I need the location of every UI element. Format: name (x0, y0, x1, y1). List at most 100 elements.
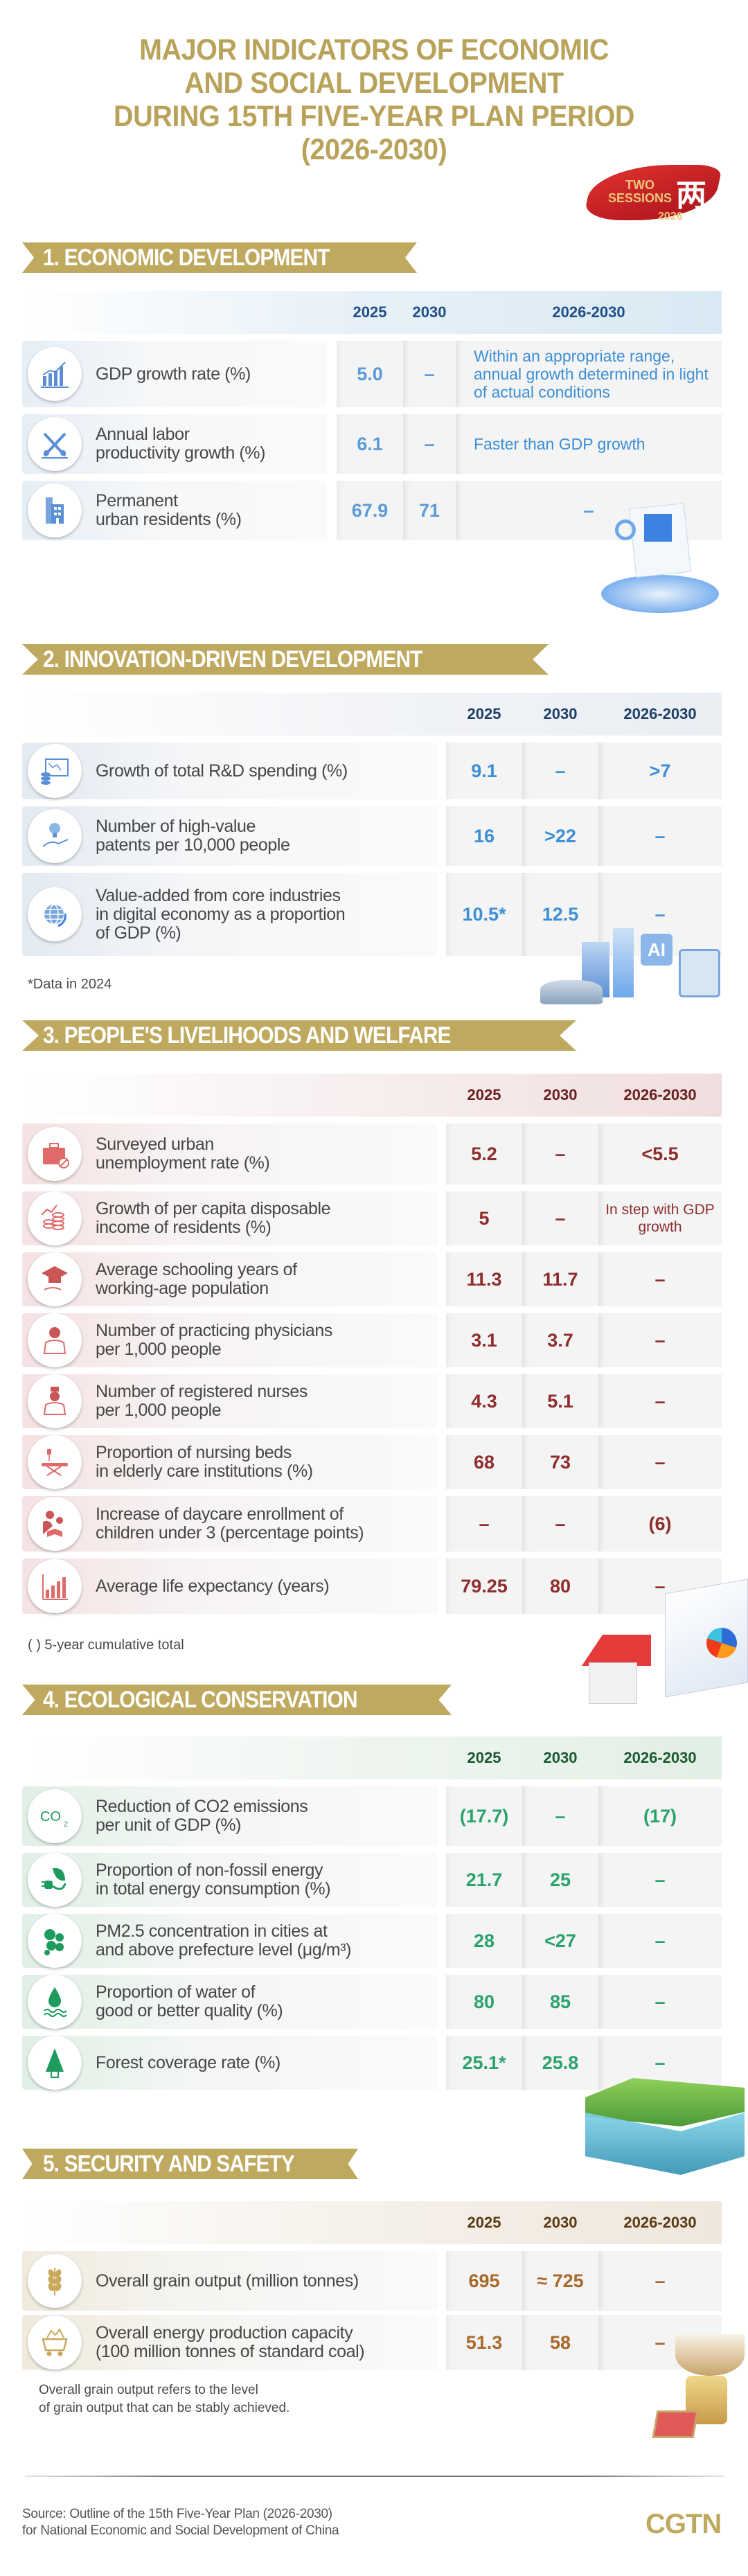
tree-icon (28, 2036, 82, 2090)
title-line-3: DURING 15TH FIVE-YEAR PLAN PERIOD (114, 100, 634, 133)
value-2030: 11.7 (522, 1252, 598, 1306)
indicator-label: Proportion of non-fossil energy in total … (96, 1861, 331, 1899)
indicator-label-line: (100 million tonnes of standard coal) (96, 2342, 365, 2361)
value-2025: 25.1* (446, 2036, 522, 2090)
plug-leaf-icon (28, 1853, 82, 1907)
globe-arrow-icon (28, 887, 82, 941)
row-bg (22, 1853, 438, 1907)
indicator-label-line: Growth of per capita disposable (96, 1199, 331, 1218)
table-row: Number of practicing physicians per 1,000… (22, 1313, 722, 1367)
indicator-label: Number of practicing physicians per 1,000… (96, 1322, 332, 1359)
nurse-icon (28, 1374, 82, 1428)
row-bg (22, 2251, 438, 2311)
table-row: PM2.5 concentration in cities at and abov… (22, 1914, 722, 1968)
value-2025: 51.3 (446, 2315, 522, 2370)
value-2030: – (522, 743, 598, 799)
indicator-label-line: Proportion of water of (96, 1982, 256, 2002)
indicator-label: Annual labor productivity growth (%) (96, 425, 265, 463)
row-label: PM2.5 concentration in cities at and abov… (22, 1914, 351, 1968)
value-2026-2030: – (598, 2251, 722, 2311)
row-label: GDP growth rate (%) (22, 341, 251, 407)
section-heading-text: 3. PEOPLE'S LIVELIHOODS AND WELFARE (43, 1022, 452, 1049)
indicator-label: Forest coverage rate (%) (96, 2052, 280, 2072)
table-row: Proportion of nursing beds in elderly car… (22, 1435, 722, 1489)
column-header-2030: 2030 (543, 1086, 578, 1103)
value-2025: 9.1 (446, 743, 522, 799)
table-row: Overall grain output (million tonnes) 69… (22, 2251, 722, 2311)
table-row: Value-added from core industries in digit… (22, 873, 722, 956)
value-2025: 21.7 (446, 1853, 522, 1907)
value-2025: – (446, 1496, 522, 1552)
table-header: 2025 2030 2026-2030 (22, 1074, 722, 1117)
source-line: Source: Outline of the 15th Five-Year Pl… (22, 2507, 332, 2521)
indicator-label-line: Number of high-value (96, 817, 256, 836)
indicator-label: Reduction of CO2 emissions per unit of GD… (96, 1797, 308, 1835)
value-2025: 3.1 (446, 1313, 522, 1367)
section-heading-text: 2. INNOVATION-DRIVEN DEVELOPMENT (43, 646, 422, 673)
indicator-label-line: per 1,000 people (96, 1401, 222, 1420)
row-label: Proportion of nursing beds in elderly car… (22, 1435, 313, 1489)
indicator-label-line: patents per 10,000 people (96, 835, 290, 855)
value-2025: (17.7) (446, 1786, 522, 1846)
row-bg (22, 1975, 438, 2029)
section-heading-livelihoods: 3. PEOPLE'S LIVELIHOODS AND WELFARE (22, 1020, 576, 1051)
row-label: Number of practicing physicians per 1,000… (22, 1313, 332, 1367)
indicator-label: Growth of per capita disposable income of… (96, 1199, 331, 1237)
table-row: Number of registered nurses per 1,000 peo… (22, 1374, 722, 1428)
indicator-label-line: urban residents (%) (96, 510, 242, 529)
table-row: CO 2 Reduction of CO2 emissions per unit o… (22, 1786, 722, 1846)
indicator-label-line: Number of registered nurses (96, 1382, 308, 1401)
row-label: Proportion of non-fossil energy in total … (22, 1853, 331, 1907)
ecosystem-illustration (578, 2071, 748, 2182)
row-bg (22, 1496, 438, 1552)
indicator-label: Proportion of nursing beds in elderly car… (96, 1444, 313, 1481)
indicator-label: Number of registered nurses per 1,000 peo… (96, 1383, 308, 1420)
value-2025: 5.0 (337, 341, 403, 407)
indicator-label-line: income of residents (%) (96, 1218, 271, 1237)
section-heading-security: 5. SECURITY AND SAFETY (22, 2149, 358, 2179)
indicator-label-line: of GDP (%) (96, 923, 181, 943)
section-heading-innovation: 2. INNOVATION-DRIVEN DEVELOPMENT (22, 644, 549, 675)
title-line-4: (2026-2030) (301, 133, 447, 166)
page-title: MAJOR INDICATORS OF ECONOMIC AND SOCIAL … (0, 33, 748, 166)
header-bg (22, 291, 722, 334)
section-heading-ecological: 4. ECOLOGICAL CONSERVATION (22, 1685, 452, 1715)
value-2025: 67.9 (337, 481, 403, 540)
row-label: Proportion of water of good or better qua… (22, 1975, 283, 2029)
footnote-line: Overall grain output refers to the level (39, 2383, 258, 2397)
table-row: Number of high-value patents per 10,000 p… (22, 806, 722, 866)
value-2025: 5.2 (446, 1123, 522, 1184)
indicator-label-line: Permanent (96, 491, 178, 510)
badge-text: TWO SESSIONS (608, 179, 672, 205)
indicator-label: Value-added from core industries in digit… (96, 885, 346, 943)
particles-icon (28, 1914, 82, 1968)
value-2030: – (522, 1123, 598, 1184)
row-label: Forest coverage rate (%) (22, 2036, 280, 2090)
doctor-icon (28, 1313, 82, 1367)
column-header-2026-2030: 2026-2030 (623, 1749, 697, 1766)
indicator-label-line: in elderly care institutions (%) (96, 1462, 313, 1481)
value-2026-2030: (6) (598, 1496, 722, 1552)
table-row: Proportion of non-fossil energy in total … (22, 1853, 722, 1907)
indicator-label-line: Value-added from core industries (96, 885, 341, 905)
building-icon (28, 483, 82, 538)
value-2030: 25.8 (522, 2036, 598, 2090)
section-heading-text: 4. ECOLOGICAL CONSERVATION (43, 1687, 358, 1713)
value-2025: 28 (446, 1914, 522, 1968)
indicator-label-line: in total energy consumption (%) (96, 1879, 331, 1899)
column-header-2025: 2025 (467, 705, 501, 722)
value-2026-2030: – (598, 1914, 722, 1968)
cgtn-logo: CGTN (645, 2509, 722, 2539)
row-label: Increase of daycare enrollment of childre… (22, 1496, 364, 1552)
row-label: Overall grain output (million tonnes) (22, 2251, 359, 2311)
badge-year: 2026 (658, 211, 683, 222)
column-header-2026-2030: 2026-2030 (623, 2214, 697, 2231)
coins-growth-icon (28, 1191, 82, 1245)
column-header-2030: 2030 (543, 2214, 578, 2231)
footnote-cumulative: ( ) 5-year cumulative total (28, 1637, 184, 1653)
source-line: for National Economic and Social Develop… (22, 2523, 339, 2538)
value-2030: – (403, 414, 456, 474)
value-2025: 16 (446, 806, 522, 866)
indicator-label: GDP growth rate (%) (96, 364, 251, 384)
row-label: Permanent urban residents (%) (22, 481, 242, 540)
